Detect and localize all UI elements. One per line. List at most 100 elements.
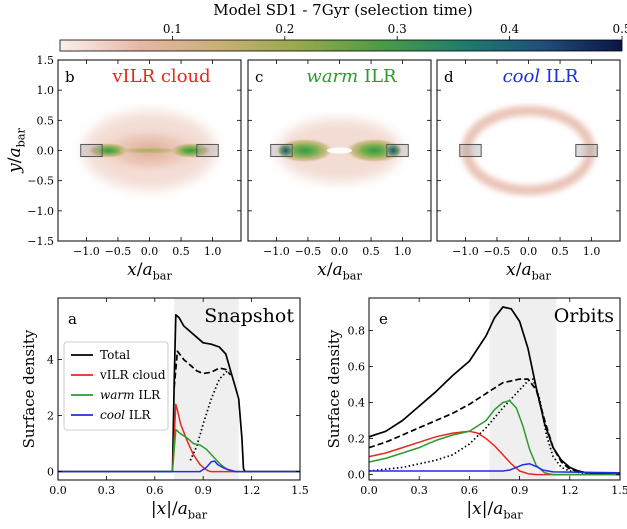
map-y-tick-label: 1.5 <box>37 54 55 67</box>
series-line <box>369 463 620 474</box>
map-x-tick-label: −0.5 <box>105 245 132 258</box>
selection-box-left <box>270 143 293 158</box>
x-tick-label: 1.2 <box>561 484 579 497</box>
y-tick-label: 0.8 <box>348 324 366 337</box>
density-maps: b vILR cloud −1.0 −0.5 0.0 0.5 1.0 1.5 1.0 0.5 0.0… <box>5 54 621 282</box>
map-panel-b: b vILR cloud −1.0 −0.5 0.0 0.5 1.0 1.5 1.0 0.5 0.0… <box>27 54 242 282</box>
panel-title: cool ILR <box>503 66 579 87</box>
x-tick-label: 0.9 <box>511 484 529 497</box>
series-group <box>369 306 620 476</box>
y-axis-label: Surface density <box>325 329 343 448</box>
selection-band <box>489 298 557 480</box>
series-line <box>58 313 300 473</box>
map-y-tick-label: −1.5 <box>27 235 54 248</box>
x-tick-label: 0.0 <box>360 484 378 497</box>
y-tick-label: 4 <box>47 354 54 367</box>
y-tick-label: 0 <box>47 466 54 479</box>
map-x-axis-label: x/abar <box>506 260 551 282</box>
map-x-tick-label: 0.0 <box>520 245 538 258</box>
x-tick-label: 0.0 <box>49 484 67 497</box>
density-field <box>461 105 596 196</box>
series-line <box>173 350 232 388</box>
map-y-tick-label: −0.5 <box>27 175 54 188</box>
map-y-tick-label: −1.0 <box>27 205 54 218</box>
y-tick-label: 0.2 <box>348 433 366 446</box>
series-line <box>369 399 620 476</box>
map-x-tick-label: −0.5 <box>484 245 511 258</box>
selection-box-left <box>459 143 482 158</box>
map-x-tick-label: 0.5 <box>551 245 569 258</box>
map-x-tick-label: 0.0 <box>141 245 159 258</box>
map-y-tick-label: 1.0 <box>37 84 55 97</box>
legend-label: vILR cloud <box>99 368 166 382</box>
density-field <box>83 111 216 190</box>
colorbar: 0.1 0.2 0.3 0.4 0.5 <box>59 22 627 52</box>
y-tick-label: 0.6 <box>348 360 366 373</box>
x-tick-label: 0.3 <box>98 484 116 497</box>
map-x-tick-label: −1.0 <box>73 245 100 258</box>
map-x-tick-label: 1.0 <box>394 245 412 258</box>
legend-label: Total <box>100 348 130 362</box>
map-x-tick-label: −1.0 <box>263 245 290 258</box>
series-line <box>58 403 300 473</box>
selection-box-right <box>196 143 219 158</box>
selection-box-right <box>386 143 409 158</box>
left-lobe <box>88 142 129 159</box>
series-line <box>369 430 620 476</box>
ring <box>461 105 596 196</box>
colorbar-tick-label: 0.2 <box>275 22 294 36</box>
x-axis-label: |x|/abar <box>151 499 208 521</box>
profile-panel-e: 0.0 0.3 0.6 0.9 1.2 1.5 0.0 0.2 0.4 0.6 0.8 e Orbits… <box>325 297 627 521</box>
series-line <box>369 378 620 476</box>
legend: Total vILR cloud warm ILR cool ILR <box>63 341 169 431</box>
panel-letter: b <box>65 68 75 86</box>
x-tick-label: 0.6 <box>461 484 479 497</box>
map-x-axis-label: x/abar <box>317 260 362 282</box>
series-line <box>369 306 620 476</box>
figure-title: Model SD1 - 7Gyr (selection time) <box>213 1 472 19</box>
panel-letter: a <box>68 310 77 328</box>
x-tick-label: 1.2 <box>243 484 261 497</box>
panel-label: Orbits <box>554 305 614 327</box>
map-x-tick-label: 1.0 <box>204 245 222 258</box>
map-x-tick-label: 1.0 <box>583 245 601 258</box>
x-tick-label: 1.5 <box>291 484 309 497</box>
map-y-axis-label: y/abar <box>5 128 27 174</box>
map-x-tick-label: −1.0 <box>452 245 479 258</box>
right-lobe <box>170 142 211 159</box>
panel-letter: d <box>444 68 454 86</box>
series-line <box>58 460 300 473</box>
y-tick-label: 0.0 <box>348 469 366 482</box>
map-y-tick-label: 0.0 <box>37 145 55 158</box>
map-x-tick-label: −0.5 <box>295 245 322 258</box>
colorbar-tick-label: 0.1 <box>163 22 182 36</box>
x-tick-label: 0.9 <box>194 484 212 497</box>
right-peak <box>384 143 402 158</box>
series-line <box>189 369 233 461</box>
legend-box <box>63 341 169 431</box>
y-tick-label: 2 <box>47 410 54 423</box>
y-axis-label: Surface density <box>20 329 38 448</box>
selection-box-left <box>80 143 103 158</box>
colorbar-tick-label: 0.5 <box>612 22 627 36</box>
series-group <box>58 313 300 473</box>
colorbar-fill <box>59 39 623 52</box>
map-panel-c: c warm ILR −1.0 −0.5 0.0 0.5 1.0 x/abar <box>247 59 432 282</box>
profile-panels: 0.0 0.3 0.6 0.9 1.2 1.5 0 2 4 a Snapshot |x|/abar Su… <box>20 297 627 521</box>
legend-label: cool ILR <box>100 408 152 422</box>
map-x-tick-label: 0.5 <box>362 245 380 258</box>
map-y-tick-label: 0.5 <box>37 114 55 127</box>
colorbar-tick-label: 0.3 <box>388 22 407 36</box>
map-x-axis-label: x/abar <box>127 260 172 282</box>
map-x-tick-label: 0.5 <box>172 245 190 258</box>
panel-letter: c <box>255 68 263 86</box>
map-x-tick-label: 0.0 <box>331 245 349 258</box>
panel-title: warm ILR <box>306 66 397 87</box>
plot-frame <box>368 297 621 481</box>
selection-box-right <box>575 143 598 158</box>
y-tick-label: 0.4 <box>348 397 366 410</box>
x-tick-label: 1.5 <box>611 484 627 497</box>
x-axis-label: |x|/abar <box>466 499 523 521</box>
bar-core <box>117 146 182 155</box>
